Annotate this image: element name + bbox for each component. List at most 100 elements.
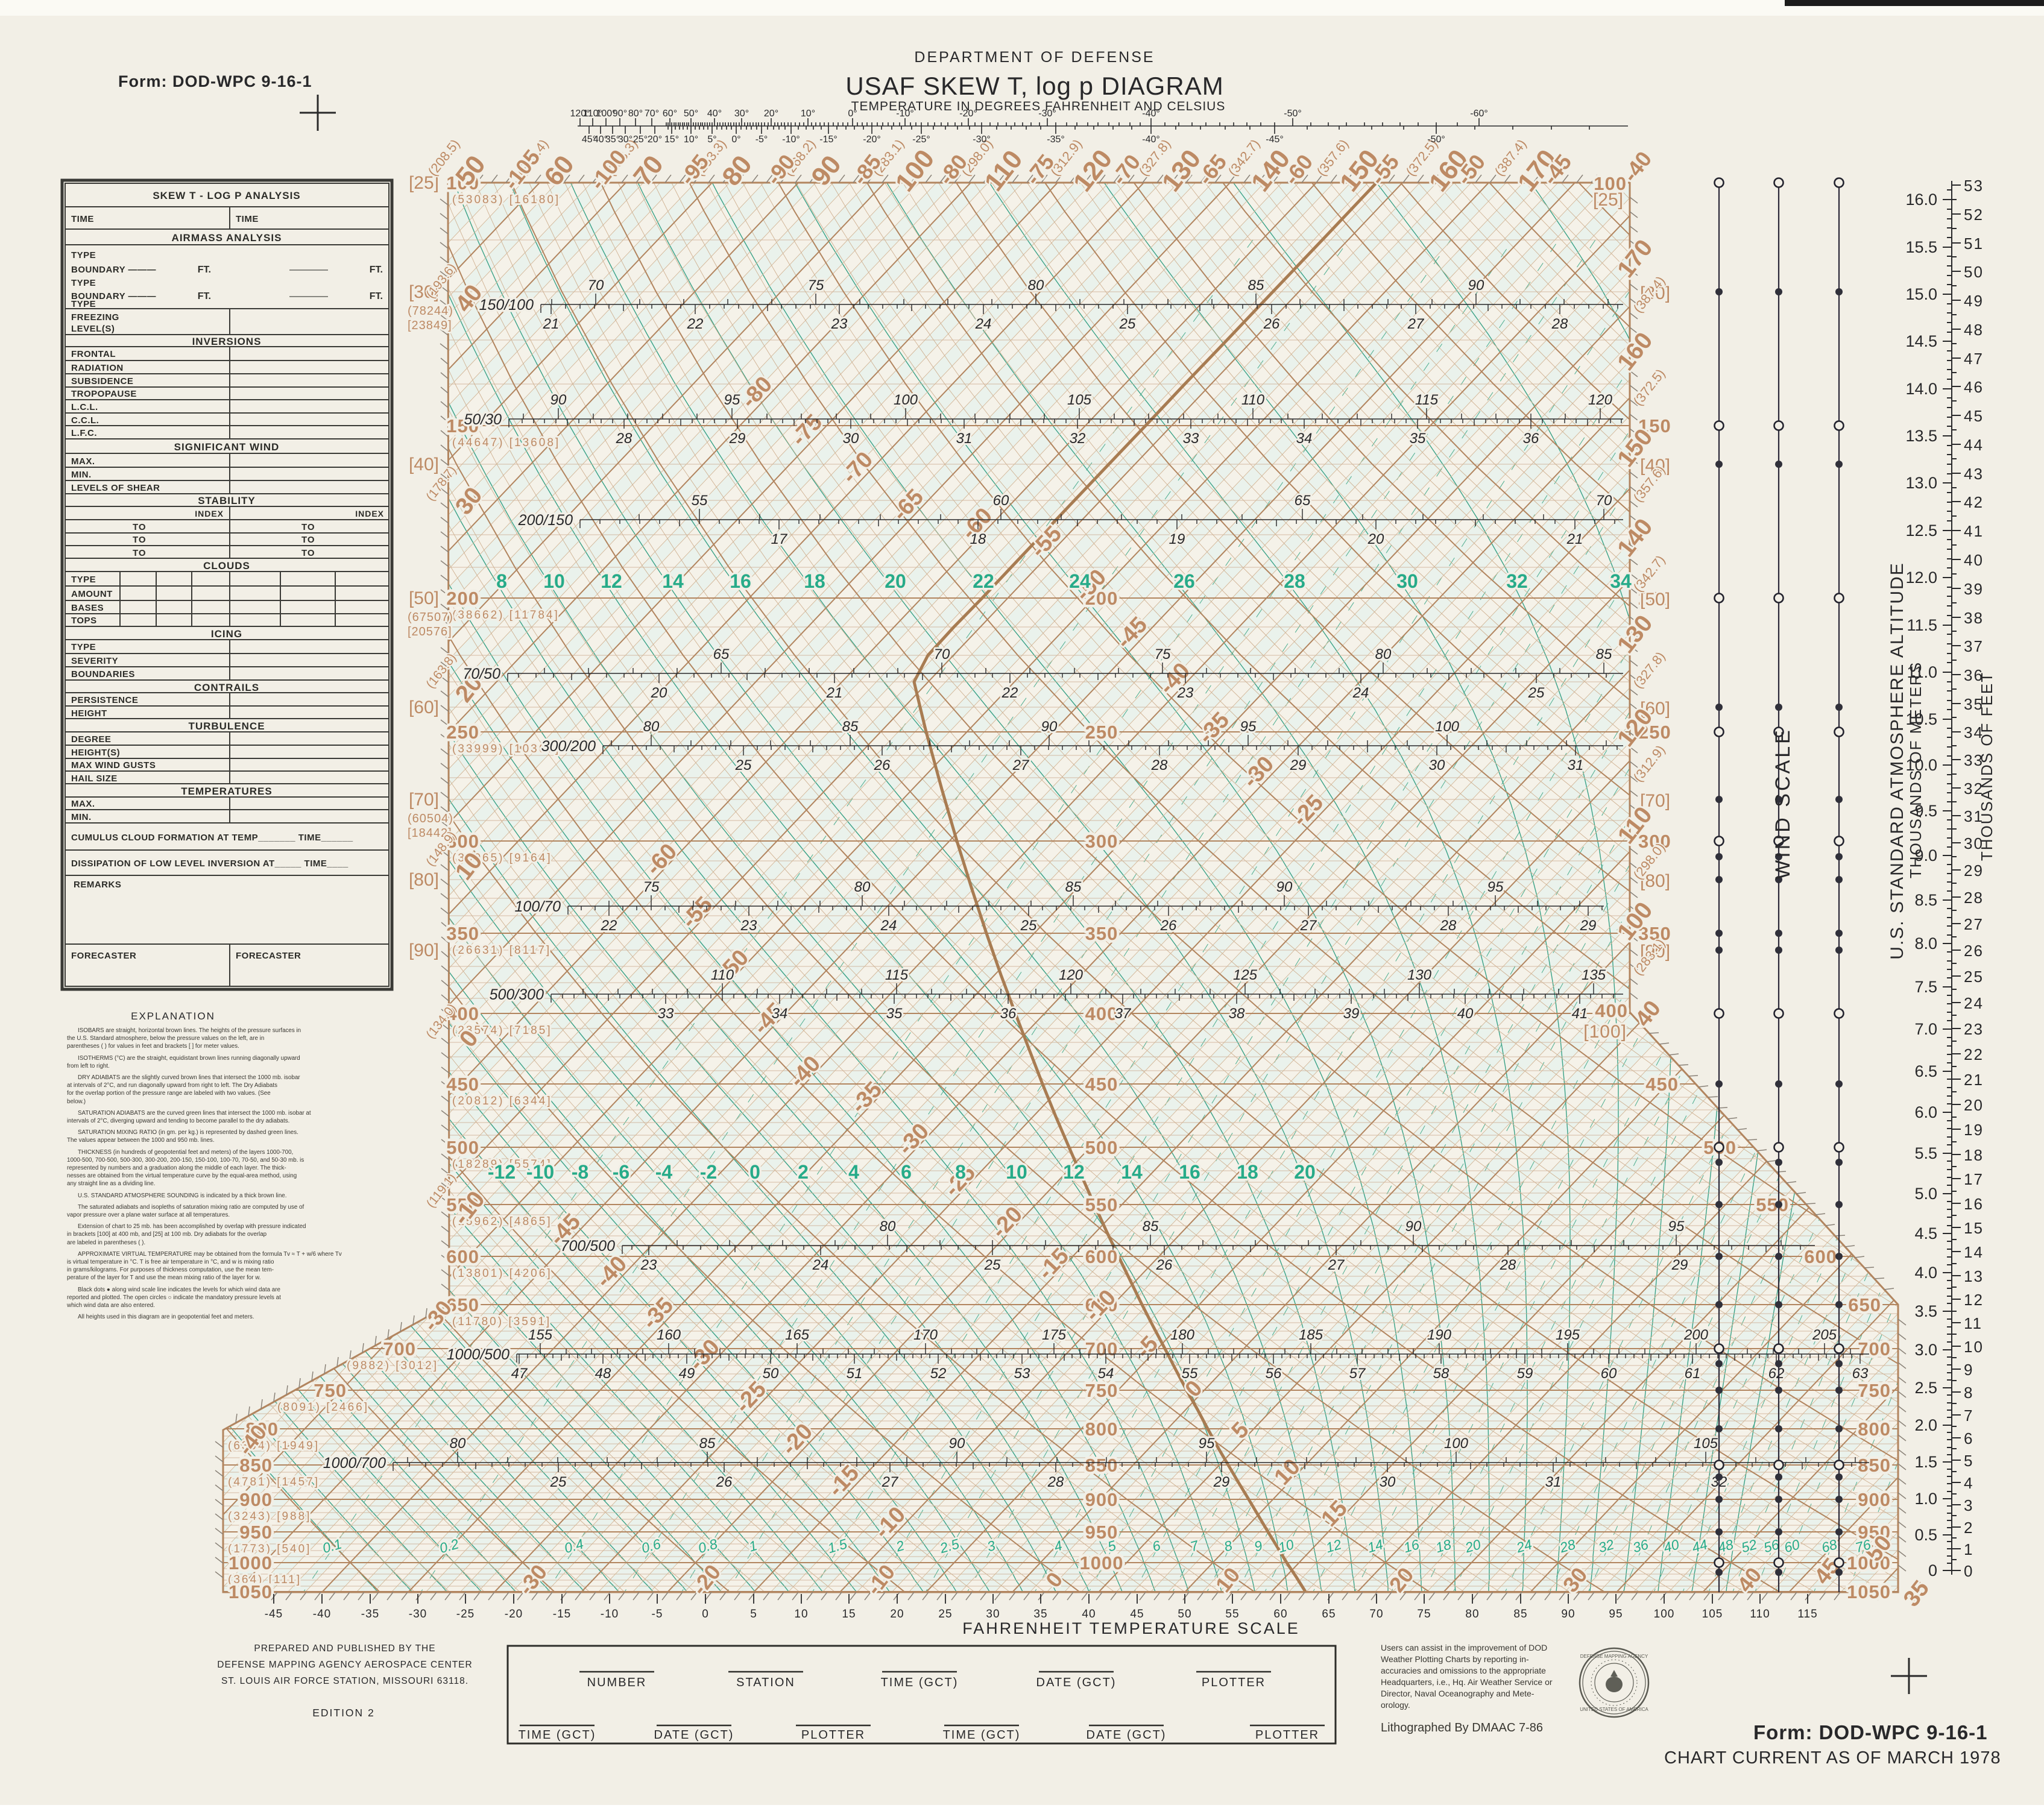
svg-text:85: 85 bbox=[842, 719, 859, 735]
svg-text:900: 900 bbox=[239, 1489, 273, 1510]
svg-text:TO: TO bbox=[301, 548, 315, 558]
svg-text:90: 90 bbox=[550, 392, 567, 408]
svg-text:20: 20 bbox=[1367, 531, 1384, 547]
svg-text:the U.S. Standard atmosphere,: the U.S. Standard atmosphere, below the … bbox=[67, 1035, 264, 1042]
svg-text:DATE (GCT): DATE (GCT) bbox=[654, 1728, 734, 1742]
svg-text:100: 100 bbox=[1444, 1435, 1469, 1452]
svg-text:100°: 100° bbox=[596, 109, 616, 119]
svg-text:15: 15 bbox=[1964, 1219, 1984, 1237]
svg-text:-40°: -40° bbox=[1142, 109, 1160, 119]
svg-text:28: 28 bbox=[1964, 889, 1984, 907]
svg-text:15°: 15° bbox=[664, 134, 679, 145]
svg-text:22: 22 bbox=[1001, 685, 1018, 701]
svg-text:[25]: [25] bbox=[409, 173, 439, 193]
svg-text:600: 600 bbox=[1804, 1246, 1837, 1267]
svg-text:32: 32 bbox=[1070, 430, 1086, 447]
svg-text:parentheses ( ) for values in: parentheses ( ) for values in feet and b… bbox=[67, 1043, 239, 1050]
svg-text:from left to right.: from left to right. bbox=[67, 1063, 110, 1069]
svg-text:13.0: 13.0 bbox=[1905, 474, 1937, 492]
svg-text:40°: 40° bbox=[707, 109, 722, 119]
svg-text:70: 70 bbox=[1369, 1608, 1383, 1621]
svg-text:105: 105 bbox=[1694, 1435, 1718, 1452]
svg-text:26: 26 bbox=[1173, 570, 1195, 592]
svg-text:39: 39 bbox=[1343, 1006, 1360, 1022]
svg-text:38: 38 bbox=[1229, 1006, 1245, 1022]
svg-text:21: 21 bbox=[826, 685, 843, 701]
svg-text:450: 450 bbox=[1085, 1074, 1118, 1095]
svg-text:-5: -5 bbox=[652, 1608, 663, 1621]
svg-text:MIN.: MIN. bbox=[71, 812, 92, 822]
svg-text:below.): below.) bbox=[67, 1098, 86, 1105]
svg-text:[80]: [80] bbox=[1640, 871, 1670, 891]
svg-text:[30]: [30] bbox=[1640, 283, 1670, 303]
svg-text:48: 48 bbox=[595, 1365, 611, 1382]
svg-text:10: 10 bbox=[1006, 1161, 1027, 1183]
svg-text:U.S. STANDARD ATMOSPHERE SOUND: U.S. STANDARD ATMOSPHERE SOUNDING is ind… bbox=[78, 1192, 286, 1199]
svg-text:at intervals of 2°C, and run d: at intervals of 2°C, and run diagonally … bbox=[67, 1082, 277, 1089]
svg-text:70: 70 bbox=[934, 646, 950, 663]
svg-text:53: 53 bbox=[1014, 1365, 1030, 1382]
svg-text:21: 21 bbox=[1566, 531, 1583, 547]
svg-text:2: 2 bbox=[798, 1161, 809, 1183]
svg-text:100/70: 100/70 bbox=[515, 898, 561, 915]
svg-text:27: 27 bbox=[1300, 918, 1317, 934]
svg-text:TYPE: TYPE bbox=[71, 250, 96, 260]
svg-text:850: 850 bbox=[1085, 1455, 1118, 1476]
svg-text:120: 120 bbox=[1588, 392, 1613, 408]
svg-text:MAX.: MAX. bbox=[71, 799, 95, 809]
svg-text:12: 12 bbox=[1063, 1161, 1085, 1183]
svg-text:0: 0 bbox=[1964, 1562, 1973, 1580]
svg-text:170: 170 bbox=[913, 1327, 938, 1343]
svg-text:32: 32 bbox=[1506, 570, 1528, 592]
svg-text:650: 650 bbox=[1085, 1294, 1118, 1315]
svg-text:31: 31 bbox=[1545, 1474, 1562, 1490]
svg-text:28: 28 bbox=[1440, 918, 1457, 934]
svg-text:FT.: FT. bbox=[198, 291, 211, 301]
svg-text:22: 22 bbox=[601, 918, 617, 934]
svg-text:[90]: [90] bbox=[409, 940, 439, 960]
svg-text:150/100: 150/100 bbox=[479, 297, 534, 313]
svg-text:700/500: 700/500 bbox=[561, 1238, 615, 1255]
svg-text:36: 36 bbox=[1523, 430, 1539, 447]
svg-text:Lithographed By DMAAC 7-86: Lithographed By DMAAC 7-86 bbox=[1381, 1721, 1543, 1734]
svg-text:MAX.: MAX. bbox=[71, 456, 95, 467]
svg-text:0: 0 bbox=[749, 1161, 760, 1183]
svg-text:-35°: -35° bbox=[1047, 134, 1065, 145]
svg-text:EDITION 2: EDITION 2 bbox=[312, 1707, 375, 1719]
svg-text:16: 16 bbox=[730, 570, 751, 592]
svg-text:TIME: TIME bbox=[71, 214, 94, 224]
svg-text:FORECASTER: FORECASTER bbox=[236, 951, 301, 961]
svg-text:500: 500 bbox=[1085, 1137, 1118, 1158]
svg-text:31: 31 bbox=[1568, 757, 1584, 773]
svg-text:29: 29 bbox=[1290, 757, 1307, 773]
svg-text:80: 80 bbox=[643, 719, 660, 735]
svg-text:14.0: 14.0 bbox=[1905, 380, 1937, 398]
svg-text:26: 26 bbox=[716, 1474, 733, 1490]
svg-text:95: 95 bbox=[724, 392, 740, 408]
svg-text:23: 23 bbox=[831, 316, 848, 332]
svg-text:TIME (GCT): TIME (GCT) bbox=[519, 1728, 596, 1742]
svg-text:21: 21 bbox=[543, 316, 560, 332]
svg-text:(60504): (60504) bbox=[408, 812, 453, 825]
svg-text:85: 85 bbox=[1596, 646, 1612, 663]
svg-text:6.5: 6.5 bbox=[1914, 1062, 1937, 1080]
svg-text:intervals of 2°C, diverging up: intervals of 2°C, diverging upward and t… bbox=[67, 1118, 289, 1124]
svg-text:44: 44 bbox=[1964, 436, 1984, 454]
svg-text:ISOTHERMS (°C) are the straigh: ISOTHERMS (°C) are the straight, equidis… bbox=[78, 1055, 300, 1062]
svg-text:0°: 0° bbox=[731, 134, 740, 145]
svg-text:120°: 120° bbox=[570, 109, 590, 119]
svg-text:(9882) [3012]: (9882) [3012] bbox=[347, 1359, 438, 1372]
svg-text:130: 130 bbox=[1407, 967, 1432, 983]
svg-text:FAHRENHEIT TEMPERATURE SCALE: FAHRENHEIT TEMPERATURE SCALE bbox=[962, 1619, 1300, 1637]
svg-text:90: 90 bbox=[949, 1435, 965, 1452]
svg-text:200: 200 bbox=[1638, 588, 1671, 609]
svg-text:100: 100 bbox=[1435, 719, 1460, 735]
svg-text:perature of the layer for T an: perature of the layer for T and use the … bbox=[67, 1274, 260, 1281]
svg-text:TO: TO bbox=[133, 522, 147, 532]
svg-text:65: 65 bbox=[1322, 1608, 1336, 1621]
svg-text:200/150: 200/150 bbox=[518, 512, 573, 529]
svg-text:-4: -4 bbox=[655, 1161, 673, 1183]
svg-text:4: 4 bbox=[848, 1161, 859, 1183]
svg-text:100: 100 bbox=[1654, 1608, 1675, 1621]
svg-text:150: 150 bbox=[446, 415, 479, 436]
